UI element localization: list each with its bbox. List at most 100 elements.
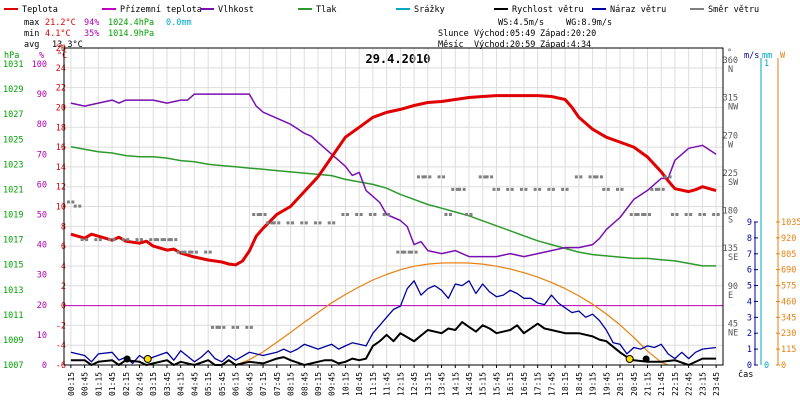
hpa-tick-label: 1029 xyxy=(3,85,23,95)
dir-tick-label: NE xyxy=(728,328,738,338)
x-tick-label: 20:15 xyxy=(616,372,625,396)
x-tick-label: 21:45 xyxy=(657,372,666,396)
x-tick-label: 11:45 xyxy=(383,372,392,396)
series-line-humidity xyxy=(70,93,717,258)
x-tick-label: 09:45 xyxy=(328,372,337,396)
w-tick-label: 345 xyxy=(781,313,796,323)
x-tick-label: 20:45 xyxy=(630,372,639,396)
hpa-tick-label: 1019 xyxy=(3,211,23,221)
hpa-tick-label: 1017 xyxy=(3,236,23,246)
x-tick-label: 14:15 xyxy=(451,372,460,396)
x-tick-label: 06:15 xyxy=(232,372,241,396)
deg-tick-label: 360 xyxy=(723,56,738,66)
c-tick-label: 6 xyxy=(61,242,66,252)
chart-legend: Teplota Přízemní teplota Vlhkost Tlak Srážky… xyxy=(4,5,759,15)
c-tick-label: 10 xyxy=(56,203,66,213)
dir-tick-label: W xyxy=(728,140,734,150)
astro-info: WS:4.5m/s WG:8.9m/s Slunce Východ:05:49 … xyxy=(438,18,612,50)
legend-label-precip: Srážky xyxy=(414,5,445,15)
w-tick-label: 920 xyxy=(781,234,796,244)
c-tick-label: -4 xyxy=(56,341,66,351)
deg-tick-label: 315 xyxy=(723,94,738,104)
x-tick-label: 14:45 xyxy=(465,372,474,396)
pct-tick-label: 70 xyxy=(37,150,47,160)
c-tick-label: 20 xyxy=(56,103,66,113)
moonrise-value: Východ:20:59 xyxy=(474,40,535,50)
x-tick-label: 18:15 xyxy=(561,372,570,396)
pct-tick-label: 10 xyxy=(37,331,47,341)
w-tick-label: 575 xyxy=(781,282,796,292)
x-tick-label: 06:45 xyxy=(245,372,254,396)
c-tick-label: 22 xyxy=(56,84,66,94)
ms-tick-label: 9 xyxy=(747,218,752,228)
sun-label: Slunce xyxy=(438,29,469,39)
deg-tick-label: 270 xyxy=(723,131,738,141)
x-tick-label: 05:15 xyxy=(204,372,213,396)
ms-tick-label: 8 xyxy=(747,234,752,244)
legend-label-humidity: Vlhkost xyxy=(218,5,254,15)
moon-set-marker xyxy=(123,355,131,363)
w-tick-label: 0 xyxy=(781,361,786,371)
x-tick-label: 11:15 xyxy=(369,372,378,396)
deg-tick-label: 135 xyxy=(723,244,738,254)
legend-label-temp: Teplota xyxy=(22,5,58,15)
x-tick-label: 07:45 xyxy=(273,372,282,396)
x-tick-label: 21:15 xyxy=(643,372,652,396)
x-tick-label: 15:15 xyxy=(479,372,488,396)
x-tick-label: 22:15 xyxy=(671,372,680,396)
pct-tick-label: 30 xyxy=(37,271,47,281)
c-tick-label: 2 xyxy=(61,282,66,292)
hpa-tick-label: 1015 xyxy=(3,261,23,271)
stats-block: max 21.2°C 94% 1024.4hPa 0.0mm min 4.1°C… xyxy=(24,18,192,50)
x-tick-label: 10:15 xyxy=(341,372,350,396)
x-tick-label: 09:15 xyxy=(314,372,323,396)
x-tick-label: 02:45 xyxy=(136,372,145,396)
x-tick-label: 00:15 xyxy=(67,372,76,396)
sunrise-value: Východ:05:49 xyxy=(474,29,535,39)
hpa-tick-label: 1007 xyxy=(3,361,23,371)
stats-min-hum: 35% xyxy=(84,29,99,39)
c-tick-label: -2 xyxy=(56,321,66,331)
w-tick-label: 690 xyxy=(781,266,796,276)
x-tick-label: 01:45 xyxy=(108,372,117,396)
moon-rise-marker xyxy=(642,355,650,363)
dir-tick-label: S xyxy=(728,216,733,226)
c-tick-label: 16 xyxy=(56,143,66,153)
x-tick-label: 15:45 xyxy=(492,372,501,396)
legend-label-wind: Rychlost větru xyxy=(512,5,584,15)
x-tick-label: 12:15 xyxy=(396,372,405,396)
plot-series xyxy=(66,93,721,366)
hpa-unit-label: hPa xyxy=(4,51,19,61)
ms-tick-label: 6 xyxy=(747,266,752,276)
series-line-gust xyxy=(70,280,717,365)
dir-tick-label: NW xyxy=(728,103,739,113)
c-tick-label: 18 xyxy=(56,123,66,133)
x-tick-label: 12:45 xyxy=(410,372,419,396)
w-tick-label: 460 xyxy=(781,297,796,307)
deg-tick-label: 90 xyxy=(728,282,738,292)
x-tick-label: 13:15 xyxy=(424,372,433,396)
pct-tick-label: 20 xyxy=(37,301,47,311)
stats-max-temp: 21.2°C xyxy=(45,18,76,28)
stats-avg-label: avg xyxy=(24,40,39,50)
mm-tick-label: 1 xyxy=(764,59,769,69)
stats-max-hum: 94% xyxy=(84,18,99,28)
hpa-tick-label: 1021 xyxy=(3,185,23,195)
ms-tick-label: 2 xyxy=(747,329,752,339)
pct-tick-label: 0 xyxy=(42,361,47,371)
x-tick-label: 08:45 xyxy=(300,372,309,396)
wg-value: WG:8.9m/s xyxy=(566,18,612,28)
ms-tick-label: 1 xyxy=(747,345,752,355)
c-tick-label: 26 xyxy=(56,44,66,54)
w-tick-label: 1035 xyxy=(781,218,800,228)
ms-unit-label: m/s xyxy=(744,51,759,61)
stats-min-label: min xyxy=(24,29,39,39)
deg-unit-label: ° xyxy=(727,48,732,58)
c-tick-label: -6 xyxy=(56,361,66,371)
stats-avg-temp: 13.3°C xyxy=(52,40,83,50)
x-tick-label: 08:15 xyxy=(287,372,296,396)
c-tick-label: 4 xyxy=(61,262,66,272)
c-tick-label: 0 xyxy=(61,302,66,312)
deg-tick-label: 225 xyxy=(723,169,738,179)
mm-unit-label: mm xyxy=(762,51,772,61)
